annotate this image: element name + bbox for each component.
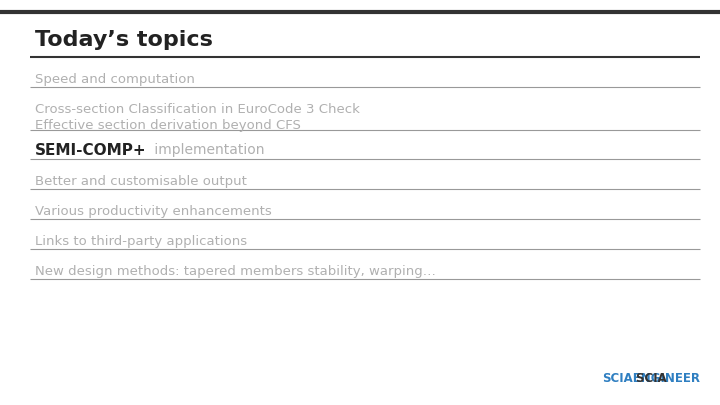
Text: Today’s topics: Today’s topics [35,30,213,50]
Text: SEMI-COMP+: SEMI-COMP+ [35,143,147,158]
Text: Effective section derivation beyond CFS: Effective section derivation beyond CFS [35,119,301,132]
Text: Cross-section Classification in EuroCode 3 Check: Cross-section Classification in EuroCode… [35,103,360,116]
Text: SCIAENGINEER: SCIAENGINEER [602,372,700,385]
Text: Better and customisable output: Better and customisable output [35,175,247,188]
Text: Various productivity enhancements: Various productivity enhancements [35,205,271,218]
Text: implementation: implementation [150,143,264,157]
Text: Links to third-party applications: Links to third-party applications [35,235,247,248]
Text: SCIA: SCIA [636,372,700,385]
Text: Speed and computation: Speed and computation [35,73,195,86]
Text: New design methods: tapered members stability, warping…: New design methods: tapered members stab… [35,265,436,278]
